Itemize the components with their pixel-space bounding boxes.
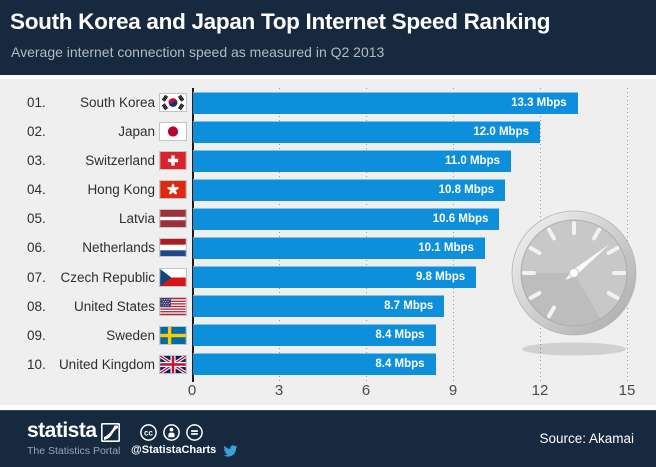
flag-japan-icon xyxy=(160,123,186,141)
flag-south-korea-icon xyxy=(160,94,186,111)
chart-row: 03. Switzerland 11.0 Mbps xyxy=(0,146,656,175)
value-bar: 8.4 Mbps xyxy=(193,353,436,376)
rank-label: 05. xyxy=(27,211,46,227)
gridline xyxy=(627,88,628,382)
flag-switzerland-icon xyxy=(160,152,186,170)
x-axis-zero-line xyxy=(192,88,194,382)
country-label: Czech Republic xyxy=(60,269,155,285)
twitter-bird-icon xyxy=(223,445,238,457)
value-bar: 10.1 Mbps xyxy=(193,236,485,259)
cc-by-icon xyxy=(163,424,180,441)
cc-icon: cc xyxy=(140,424,157,441)
country-label: Switzerland xyxy=(85,153,155,169)
x-axis-tick-label: 15 xyxy=(618,382,636,399)
chart-row: 07. Czech Republic 9.8 Mbps xyxy=(0,263,656,292)
flag-sweden-icon xyxy=(160,326,186,344)
source-credit: Source: Akamai xyxy=(539,431,634,446)
country-label: Sweden xyxy=(106,327,155,343)
x-axis-tick-label: 0 xyxy=(187,382,197,399)
country-label: Japan xyxy=(118,124,155,140)
chart-row: 02. Japan 12.0 Mbps xyxy=(0,117,656,146)
value-bar: 9.8 Mbps xyxy=(193,266,477,289)
flag-hong-kong-icon xyxy=(160,181,186,199)
statista-tagline: The Statistics Portal xyxy=(27,445,121,457)
country-label: Hong Kong xyxy=(87,182,155,198)
value-label: 10.1 Mbps xyxy=(418,241,474,254)
value-label: 9.8 Mbps xyxy=(415,271,466,284)
value-label: 13.3 Mbps xyxy=(511,96,567,109)
country-label: Latvia xyxy=(118,211,155,227)
rank-label: 07. xyxy=(27,269,46,285)
flag-latvia-icon xyxy=(160,210,186,228)
value-label: 8.7 Mbps xyxy=(384,300,434,313)
statista-logo-text: statista xyxy=(27,419,97,442)
x-axis-tick-label: 12 xyxy=(531,382,549,399)
value-bar: 8.7 Mbps xyxy=(193,295,445,318)
rank-label: 04. xyxy=(27,182,46,198)
country-label: United States xyxy=(73,298,155,314)
x-axis-tick-label: 3 xyxy=(274,382,284,399)
country-label: Netherlands xyxy=(82,240,155,256)
gridline xyxy=(366,88,367,382)
value-bar: 8.4 Mbps xyxy=(193,324,436,347)
country-label: United Kingdom xyxy=(58,356,155,372)
flag-netherlands-icon xyxy=(160,239,186,257)
footer: statista The Statistics Portal cc @Sta xyxy=(0,410,656,467)
svg-text:cc: cc xyxy=(144,428,153,437)
twitter-handle: @StatistaCharts xyxy=(131,444,217,456)
header: South Korea and Japan Top Internet Speed… xyxy=(0,0,656,75)
rank-label: 02. xyxy=(27,124,46,140)
chart-row: 09. Sweden 8.4 Mbps xyxy=(0,321,656,350)
chart-row: 10. United Kingdom 8.4 Mbps xyxy=(0,350,656,379)
gridline xyxy=(279,88,280,382)
value-bar: 12.0 Mbps xyxy=(193,120,540,143)
gridline xyxy=(453,88,454,382)
rank-label: 03. xyxy=(27,153,46,169)
bar-rows: 01. South Korea 13.3 Mbps 02. Japan 12.0 Mbps… xyxy=(0,88,656,379)
rank-label: 10. xyxy=(27,356,46,372)
flag-czech-republic-icon xyxy=(160,268,186,286)
license-icons: cc xyxy=(139,423,204,442)
plot-area: 01. South Korea 13.3 Mbps 02. Japan 12.0 Mbps… xyxy=(0,79,656,405)
speedometer-icon xyxy=(511,210,637,356)
chart-row: 01. South Korea 13.3 Mbps xyxy=(0,88,656,117)
value-bar: 10.6 Mbps xyxy=(193,207,500,230)
country-label: South Korea xyxy=(79,95,155,110)
cc-nd-icon xyxy=(186,424,203,441)
chart-row: 04. Hong Kong 10.8 Mbps xyxy=(0,175,656,204)
value-label: 11.0 Mbps xyxy=(445,154,500,167)
value-label: 10.6 Mbps xyxy=(432,212,489,225)
chart-row: 06. Netherlands 10.1 Mbps xyxy=(0,233,656,262)
x-axis-tick-label: 6 xyxy=(361,382,371,399)
value-bar: 10.8 Mbps xyxy=(193,178,506,201)
value-bar: 11.0 Mbps xyxy=(193,149,511,172)
chart-row: 05. Latvia 10.6 Mbps xyxy=(0,204,656,233)
chart-title: South Korea and Japan Top Internet Speed… xyxy=(10,9,551,34)
value-label: 8.4 Mbps xyxy=(375,358,425,371)
statista-logo-icon xyxy=(101,423,120,442)
value-bar: 13.3 Mbps xyxy=(193,91,578,114)
chart-subtitle: Average internet connection speed as mea… xyxy=(11,44,385,60)
flag-united-states-icon xyxy=(160,297,186,315)
rank-label: 01. xyxy=(27,95,46,110)
rank-label: 06. xyxy=(27,240,46,256)
rank-label: 08. xyxy=(27,298,46,314)
value-label: 10.8 Mbps xyxy=(438,183,495,196)
rank-label: 09. xyxy=(27,327,46,343)
value-label: 8.4 Mbps xyxy=(375,329,425,342)
flag-united-kingdom-icon xyxy=(160,355,186,373)
chart-row: 08. United States 8.7 Mbps xyxy=(0,292,656,321)
value-label: 12.0 Mbps xyxy=(473,125,529,138)
x-axis-tick-label: 9 xyxy=(448,382,458,399)
